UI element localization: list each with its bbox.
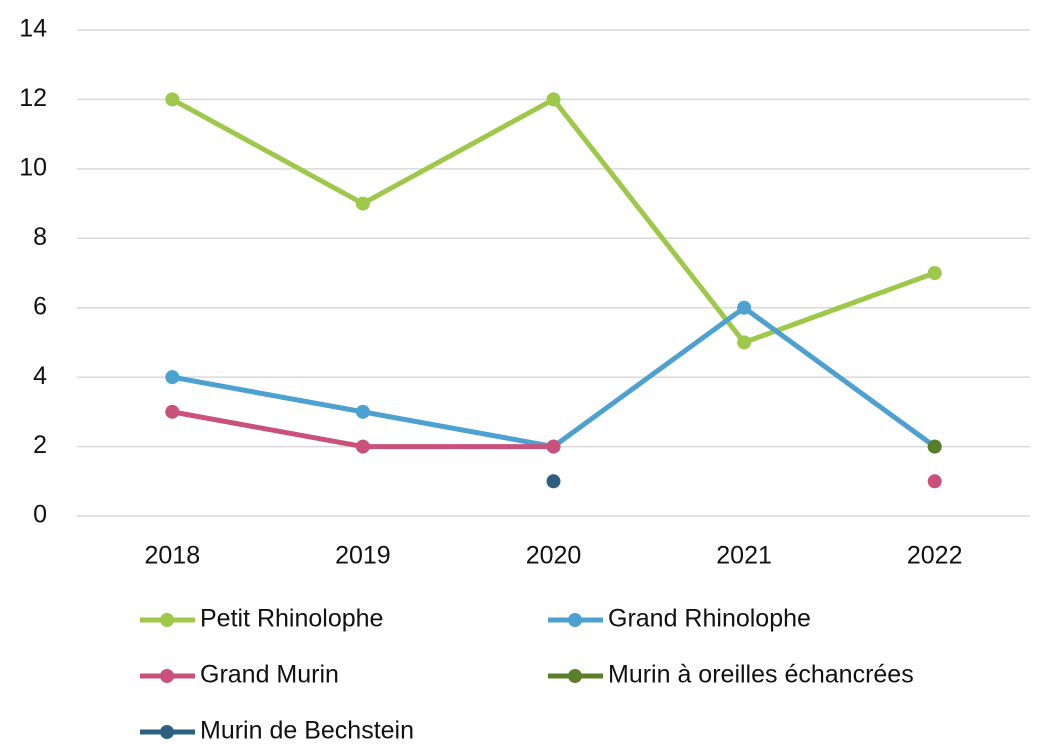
y-tick-label: 0 <box>33 501 47 529</box>
series-marker <box>165 404 180 419</box>
series-marker <box>546 92 561 107</box>
y-tick-label: 2 <box>33 431 47 459</box>
series-marker <box>165 92 180 107</box>
y-tick-label: 6 <box>33 292 47 320</box>
series-marker <box>355 196 370 211</box>
y-tick-label: 4 <box>33 362 47 390</box>
y-tick-label: 8 <box>33 223 47 251</box>
series-marker <box>927 266 942 280</box>
series-marker <box>355 404 370 419</box>
series-line <box>171 96 936 345</box>
y-tick-label: 10 <box>19 153 47 181</box>
x-tick-label: 2020 <box>526 542 582 570</box>
series-marker <box>927 474 942 489</box>
series-marker <box>737 300 752 315</box>
legend-label: Petit Rhinolophe <box>200 605 383 633</box>
series-marker <box>165 370 180 385</box>
legend-label: Grand Rhinolophe <box>608 605 811 633</box>
legend-marker <box>568 669 582 683</box>
series-marker <box>355 439 370 454</box>
series-marker <box>927 439 942 454</box>
legend-marker <box>160 725 174 739</box>
x-tick-label: 2019 <box>335 542 391 570</box>
series-marker <box>546 439 561 454</box>
y-tick-label: 12 <box>19 84 47 112</box>
legend-marker <box>160 613 174 627</box>
x-tick-label: 2022 <box>907 542 963 570</box>
legend-marker <box>160 669 174 683</box>
x-tick-label: 2018 <box>144 542 200 570</box>
series-marker <box>546 474 561 489</box>
legend-label: Murin à oreilles échancrées <box>608 661 914 689</box>
legend-marker <box>568 613 582 627</box>
y-tick-label: 14 <box>19 15 47 43</box>
series-marker <box>737 335 752 350</box>
legend-label: Grand Murin <box>200 661 339 689</box>
x-tick-label: 2021 <box>716 542 772 570</box>
legend-label: Murin de Bechstein <box>200 717 414 745</box>
